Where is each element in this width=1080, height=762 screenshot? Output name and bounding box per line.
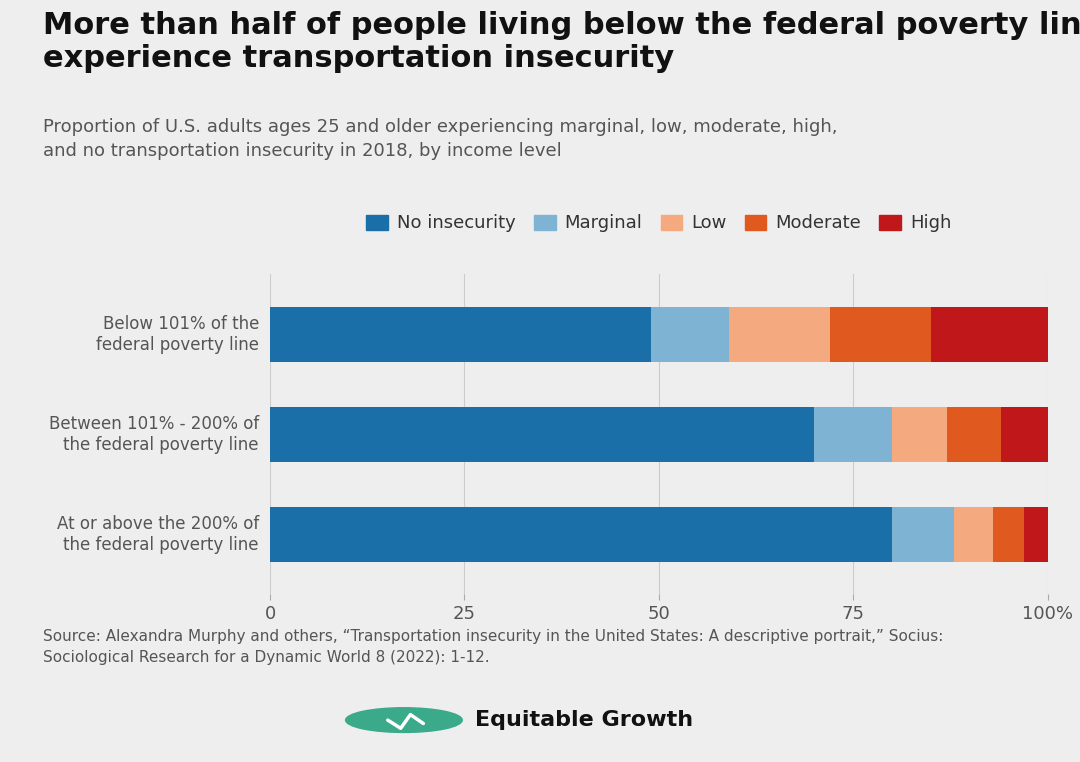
Bar xyxy=(270,307,651,362)
Text: More than half of people living below the federal poverty line
experience transp: More than half of people living below th… xyxy=(43,11,1080,73)
Bar xyxy=(892,507,955,562)
Bar xyxy=(1024,507,1048,562)
Bar xyxy=(931,307,1048,362)
Bar xyxy=(814,407,892,462)
Bar xyxy=(651,307,729,362)
Bar xyxy=(829,307,931,362)
Circle shape xyxy=(346,708,462,732)
Bar xyxy=(729,307,829,362)
Bar xyxy=(946,407,1001,462)
Text: Equitable Growth: Equitable Growth xyxy=(475,710,693,730)
Legend: No insecurity, Marginal, Low, Moderate, High: No insecurity, Marginal, Low, Moderate, … xyxy=(360,207,958,240)
Text: Source: Alexandra Murphy and others, “Transportation insecurity in the United St: Source: Alexandra Murphy and others, “Tr… xyxy=(43,629,944,664)
Bar xyxy=(270,407,814,462)
Bar xyxy=(955,507,994,562)
Bar xyxy=(270,507,892,562)
Bar xyxy=(994,507,1024,562)
Text: Proportion of U.S. adults ages 25 and older experiencing marginal, low, moderate: Proportion of U.S. adults ages 25 and ol… xyxy=(43,118,838,160)
Bar xyxy=(892,407,946,462)
Bar xyxy=(1001,407,1048,462)
